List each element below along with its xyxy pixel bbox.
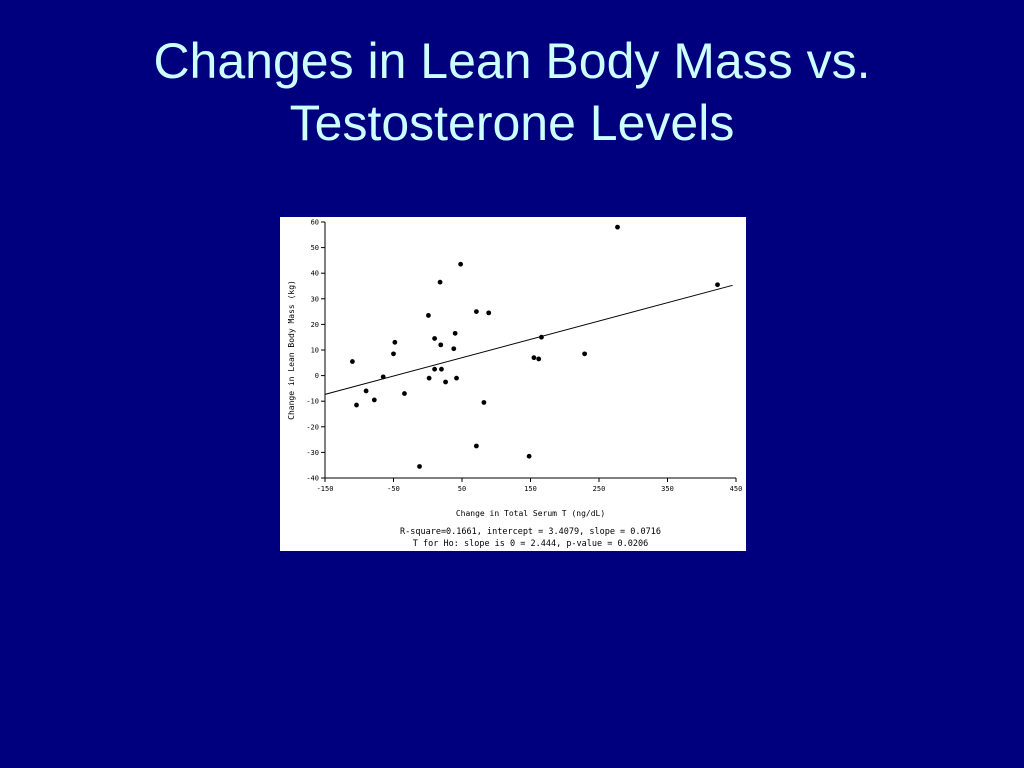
data-point: [426, 313, 431, 318]
data-point: [438, 342, 444, 348]
data-point: [443, 379, 448, 385]
slide-title-line-1: Changes in Lean Body Mass vs.: [153, 33, 871, 89]
data-point: [426, 375, 432, 381]
data-point: [454, 375, 459, 381]
data-point: [458, 261, 464, 267]
x-tick-label: 50: [458, 485, 466, 493]
x-tick-label: 350: [661, 485, 674, 493]
data-point: [481, 400, 487, 405]
y-tick-label: 20: [311, 321, 319, 329]
y-tick-label: 30: [311, 295, 319, 303]
data-point: [439, 366, 444, 372]
data-point: [451, 346, 457, 352]
data-point: [371, 397, 377, 403]
y-axis-title: Change in Lean Body Mass (kg): [287, 280, 296, 420]
slide-title-line-2: Testosterone Levels: [289, 95, 735, 151]
data-point: [715, 282, 720, 288]
data-point: [432, 366, 437, 372]
data-point: [354, 402, 359, 408]
data-point: [531, 355, 537, 361]
data-points: [350, 224, 720, 469]
y-tick-label: -30: [306, 449, 319, 457]
data-point: [437, 279, 443, 285]
data-point: [432, 336, 437, 341]
y-tick-label: -10: [306, 398, 319, 406]
data-point: [536, 356, 542, 362]
x-axis-title: Change in Total Serum T (ng/dL): [456, 509, 605, 518]
data-point: [486, 310, 492, 316]
x-tick-label: -50: [387, 485, 400, 493]
slide-title: Changes in Lean Body Mass vs. Testostero…: [0, 30, 1024, 154]
data-point: [363, 388, 369, 394]
data-point: [392, 339, 398, 345]
x-tick-label: 150: [524, 485, 537, 493]
data-point: [402, 391, 407, 396]
plot-axes: [324, 222, 736, 479]
y-tick-label: 0: [315, 372, 319, 380]
axis-ticks: -40 -30 -20 -10 0 10 20 30 40 50 60 -150 -50 50 150 250…: [306, 219, 742, 494]
scatter-plot: -40 -30 -20 -10 0 10 20 30 40 50 60 -150 -50 50 150 250…: [287, 219, 742, 550]
x-tick-label: -150: [317, 485, 334, 493]
data-point: [473, 309, 479, 314]
regression-stats-line-2: T for Ho: slope is 0 = 2.444, p-value = …: [413, 539, 648, 549]
data-point: [615, 224, 620, 230]
data-point: [539, 334, 544, 340]
data-point: [380, 374, 386, 380]
data-point: [391, 351, 396, 357]
data-point: [582, 351, 588, 357]
regression-line: [324, 284, 733, 395]
y-tick-label: 50: [311, 244, 319, 252]
x-tick-label: 250: [593, 485, 606, 493]
y-tick-label: 60: [311, 219, 319, 227]
regression-line-group: [324, 284, 733, 395]
data-point: [473, 443, 479, 449]
data-point: [350, 359, 355, 364]
y-tick-label: 40: [311, 270, 319, 278]
data-point: [452, 330, 458, 336]
data-point: [526, 453, 532, 459]
x-tick-label: 450: [730, 485, 743, 493]
y-tick-label: -40: [306, 475, 319, 483]
scatter-plot-figure: -40 -30 -20 -10 0 10 20 30 40 50 60 -150 -50 50 150 250…: [280, 217, 746, 551]
data-point: [417, 464, 422, 469]
regression-stats-line-1: R-square=0.1661, intercept = 3.4079, slo…: [400, 527, 661, 537]
y-tick-label: 10: [311, 347, 319, 355]
y-tick-label: -20: [306, 423, 319, 431]
